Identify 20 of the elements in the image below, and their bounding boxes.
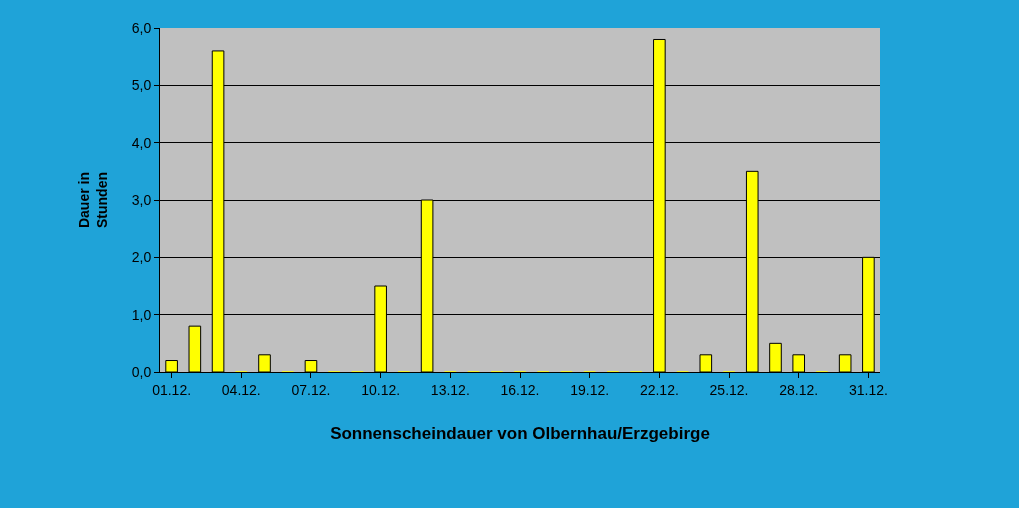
x-tick-label: 22.12.	[639, 381, 679, 398]
y-tick-label: 4,0	[131, 134, 152, 151]
x-tick-label: 31.12.	[848, 381, 888, 398]
x-tick-label: 07.12.	[291, 381, 331, 398]
x-tick-label: 13.12.	[430, 381, 470, 398]
x-axis-title: Sonnenscheindauer von Olbernhau/Erzgebirge	[330, 424, 710, 444]
x-tick-label: 04.12.	[221, 381, 261, 398]
x-tick-label: 28.12.	[779, 381, 819, 398]
x-tick-label: 01.12.	[152, 381, 192, 398]
y-tick-label: 2,0	[131, 249, 152, 266]
y-tick-label: 0,0	[131, 363, 152, 380]
x-tick-label: 19.12.	[570, 381, 610, 398]
x-tick-label: 10.12.	[361, 381, 401, 398]
y-tick-label: 6,0	[131, 19, 152, 36]
x-tick-label: 25.12.	[709, 381, 749, 398]
y-axis-title: Dauer in Stunden	[76, 171, 111, 229]
y-tick-label: 1,0	[131, 306, 152, 323]
x-tick-label: 16.12.	[500, 381, 540, 398]
y-tick-label: 3,0	[131, 191, 152, 208]
y-tick-label: 5,0	[131, 77, 152, 94]
